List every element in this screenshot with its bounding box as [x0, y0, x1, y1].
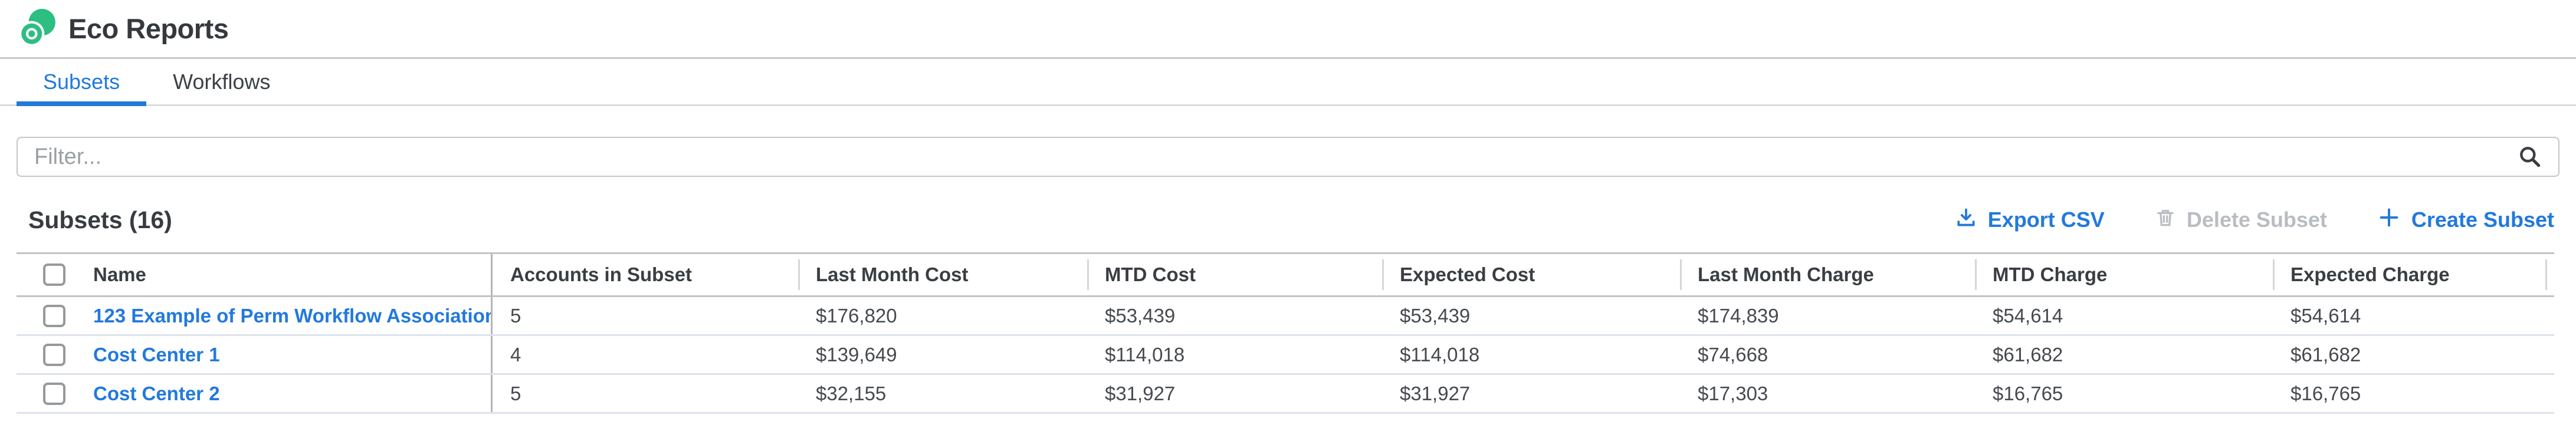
- tab-workflows[interactable]: Workflows: [173, 69, 271, 94]
- eco-logo-icon: [18, 8, 57, 50]
- section-title: Subsets (16): [28, 206, 172, 233]
- tab-subsets[interactable]: Subsets: [17, 59, 147, 106]
- table-row: 123 Example of Perm Workflow Association…: [17, 297, 2554, 336]
- action-bar: Export CSV Delete Subset Create Subset: [1955, 206, 2554, 235]
- cell-expected-charge: $61,682: [2290, 343, 2361, 365]
- cell-expected-charge: $54,614: [2290, 304, 2361, 327]
- cell-expected-charge: $16,765: [2290, 382, 2361, 404]
- download-icon: [1955, 206, 1977, 234]
- table-row: Cost Center 2 5 $32,155 $31,927 $31,927 …: [17, 375, 2554, 414]
- plus-icon: [2377, 206, 2401, 235]
- subset-name-link[interactable]: 123 Example of Perm Workflow Association: [93, 304, 493, 327]
- cell-mtd-cost: $114,018: [1105, 343, 1185, 365]
- filter-input[interactable]: [17, 137, 2559, 177]
- filter-container: [17, 137, 2559, 177]
- cell-mtd-charge: $16,765: [1993, 382, 2063, 404]
- cell-mtd-cost: $31,927: [1105, 382, 1176, 404]
- cell-mtd-cost: $53,439: [1105, 304, 1176, 327]
- subset-name-link[interactable]: Cost Center 2: [93, 382, 220, 404]
- cell-mtd-charge: $54,614: [1993, 304, 2063, 327]
- export-csv-button[interactable]: Export CSV: [1955, 206, 2105, 234]
- cell-last-month-cost: $32,155: [816, 382, 887, 404]
- export-csv-label: Export CSV: [1987, 207, 2105, 232]
- row-checkbox[interactable]: [43, 382, 65, 405]
- table-row: Cost Center 1 4 $139,649 $114,018 $114,0…: [17, 336, 2554, 375]
- cell-accounts: 5: [510, 382, 521, 404]
- subset-name-link[interactable]: Cost Center 1: [93, 343, 220, 365]
- row-checkbox[interactable]: [43, 304, 65, 327]
- cell-expected-cost: $31,927: [1400, 382, 1471, 404]
- table-header-row: Name Accounts in Subset Last Month Cost …: [17, 252, 2554, 297]
- col-header-mtd-cost: MTD Cost: [1087, 254, 1382, 295]
- cell-expected-cost: $114,018: [1400, 343, 1480, 365]
- cell-last-month-charge: $17,303: [1698, 382, 1768, 404]
- cell-last-month-charge: $74,668: [1698, 343, 1768, 365]
- page-title: Eco Reports: [68, 13, 229, 44]
- col-header-mtd-charge: MTD Charge: [1975, 254, 2273, 295]
- delete-subset-button[interactable]: Delete Subset: [2155, 206, 2327, 234]
- col-header-expected-cost: Expected Cost: [1382, 254, 1680, 295]
- subsets-table: Name Accounts in Subset Last Month Cost …: [17, 252, 2554, 414]
- delete-subset-label: Delete Subset: [2186, 207, 2327, 232]
- create-subset-label: Create Subset: [2411, 207, 2554, 232]
- cell-accounts: 4: [510, 343, 521, 365]
- section-header: Subsets (16) Export CSV Delete Subset: [28, 205, 2554, 235]
- cell-expected-cost: $53,439: [1400, 304, 1471, 327]
- col-header-last-month-cost: Last Month Cost: [798, 254, 1087, 295]
- col-header-last-month-charge: Last Month Charge: [1680, 254, 1975, 295]
- create-subset-button[interactable]: Create Subset: [2377, 206, 2554, 235]
- trash-icon: [2155, 206, 2176, 234]
- select-all-checkbox[interactable]: [43, 263, 65, 286]
- cell-last-month-cost: $176,820: [816, 304, 897, 327]
- col-header-expected-charge: Expected Charge: [2273, 254, 2554, 295]
- app-header: Eco Reports: [0, 0, 2576, 59]
- col-header-accounts: Accounts in Subset: [510, 263, 693, 285]
- search-icon[interactable]: [2517, 144, 2543, 170]
- cell-mtd-charge: $61,682: [1993, 343, 2063, 365]
- col-header-name: Name: [76, 254, 493, 295]
- cell-last-month-cost: $139,649: [816, 343, 897, 365]
- cell-accounts: 5: [510, 304, 521, 327]
- row-checkbox[interactable]: [43, 343, 65, 366]
- tab-bar: Subsets Workflows: [0, 59, 2576, 106]
- cell-last-month-charge: $174,839: [1698, 304, 1779, 327]
